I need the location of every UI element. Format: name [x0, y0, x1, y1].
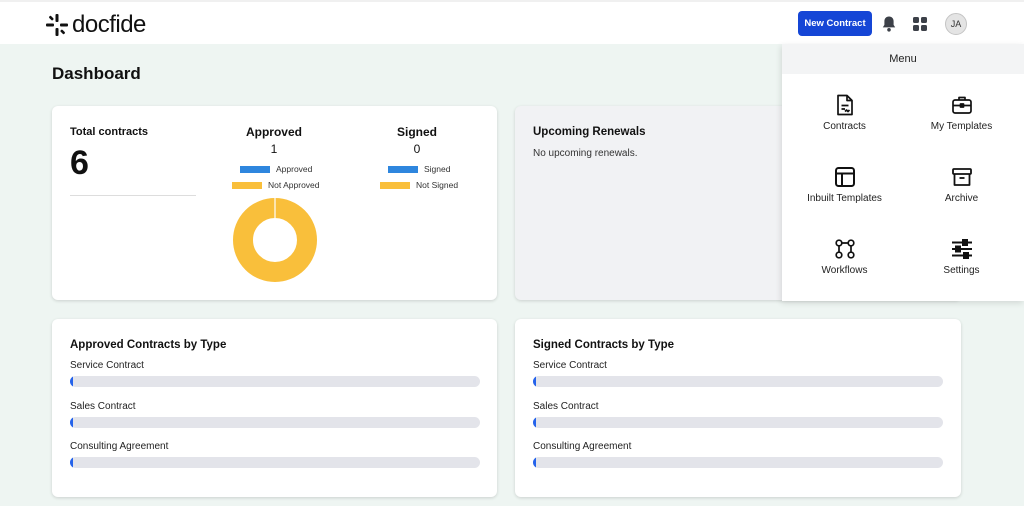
bar-label: Service Contract [70, 360, 144, 371]
bar-label: Consulting Agreement [533, 441, 632, 452]
menu-item-inbuilt-templates[interactable]: Inbuilt Templates [784, 166, 905, 226]
menu-item-label: My Templates [930, 121, 993, 132]
menu-item-my-templates[interactable]: My Templates [901, 94, 1022, 154]
bell-icon[interactable] [881, 15, 897, 33]
bar-label: Service Contract [533, 360, 607, 371]
progress-bar-fill [70, 417, 73, 428]
progress-bar-fill [533, 457, 536, 468]
legend-swatch-not-signed [380, 181, 410, 189]
legend-swatch-signed [388, 165, 418, 173]
approved-donut-chart [233, 198, 317, 282]
renewals-empty-text: No upcoming renewals. [533, 148, 638, 159]
page-title: Dashboard [52, 64, 141, 83]
menu-title: Menu [782, 44, 1024, 74]
signed-by-type-title: Signed Contracts by Type [533, 339, 675, 351]
sliders-icon [951, 239, 972, 259]
total-contracts-label: Total contracts [70, 126, 149, 138]
progress-bar-fill [533, 417, 536, 428]
menu-item-label: Settings [943, 265, 980, 276]
apps-grid-icon[interactable] [913, 17, 927, 31]
legend-swatch-not-approved [232, 181, 262, 189]
legend-label: Signed [424, 164, 451, 174]
menu-item-label: Contracts [823, 121, 866, 132]
legend-swatch-approved [240, 165, 270, 173]
app-logo[interactable]: docfide [46, 11, 146, 39]
summary-card: Total contracts 6 Approved 1 Approved No… [52, 106, 497, 300]
workflow-icon [834, 239, 855, 259]
legend-not-approved[interactable]: Not Approved [232, 180, 320, 190]
top-border [0, 0, 1024, 2]
menu-item-label: Archive [944, 193, 979, 204]
legend-not-signed[interactable]: Not Signed [380, 180, 458, 190]
user-avatar[interactable]: JA [945, 13, 967, 35]
menu-item-label: Inbuilt Templates [807, 193, 882, 204]
archive-box-icon [951, 168, 972, 186]
docfide-logo-icon [46, 14, 68, 36]
legend-label: Not Approved [268, 180, 320, 190]
divider [70, 195, 196, 196]
progress-bar-fill [70, 376, 73, 387]
signed-title: Signed [396, 125, 437, 139]
approved-by-type-title: Approved Contracts by Type [70, 339, 227, 351]
total-contracts-value: 6 [70, 144, 89, 182]
bar-label: Consulting Agreement [70, 441, 169, 452]
signed-count: 0 [413, 142, 421, 156]
legend-label: Not Signed [416, 180, 459, 190]
legend-approved[interactable]: Approved [240, 164, 312, 174]
menu-item-contracts[interactable]: Contracts [784, 94, 905, 154]
progress-bar-fill [533, 376, 536, 387]
top-bar: docfide New Contract JA [0, 2, 1024, 44]
layout-template-icon [834, 167, 855, 187]
bar-label: Sales Contract [533, 401, 599, 412]
bar-label: Sales Contract [70, 401, 136, 412]
new-contract-button[interactable]: New Contract [798, 11, 872, 36]
menu-item-workflows[interactable]: Workflows [784, 238, 905, 298]
progress-bar-track [70, 376, 480, 387]
app-menu-dropdown: Menu Contracts My Templates Inbuilt Temp… [782, 44, 1024, 301]
approved-by-type-card: Approved Contracts by Type Service Contr… [52, 319, 497, 497]
progress-bar-track [533, 376, 943, 387]
approved-count: 1 [270, 142, 278, 156]
renewals-title: Upcoming Renewals [533, 126, 646, 138]
progress-bar-track [70, 417, 480, 428]
progress-bar-track [70, 457, 480, 468]
signed-by-type-card: Signed Contracts by Type Service Contrac… [515, 319, 961, 497]
progress-bar-fill [70, 457, 73, 468]
briefcase-icon [951, 96, 972, 114]
legend-label: Approved [276, 164, 313, 174]
progress-bar-track [533, 457, 943, 468]
logo-text: docfide [72, 11, 146, 38]
menu-item-label: Workflows [821, 265, 868, 276]
approved-title: Approved [245, 125, 302, 139]
contract-document-icon [836, 94, 853, 116]
progress-bar-track [533, 417, 943, 428]
legend-signed[interactable]: Signed [388, 164, 450, 174]
menu-item-settings[interactable]: Settings [901, 238, 1022, 298]
menu-item-archive[interactable]: Archive [901, 166, 1022, 226]
